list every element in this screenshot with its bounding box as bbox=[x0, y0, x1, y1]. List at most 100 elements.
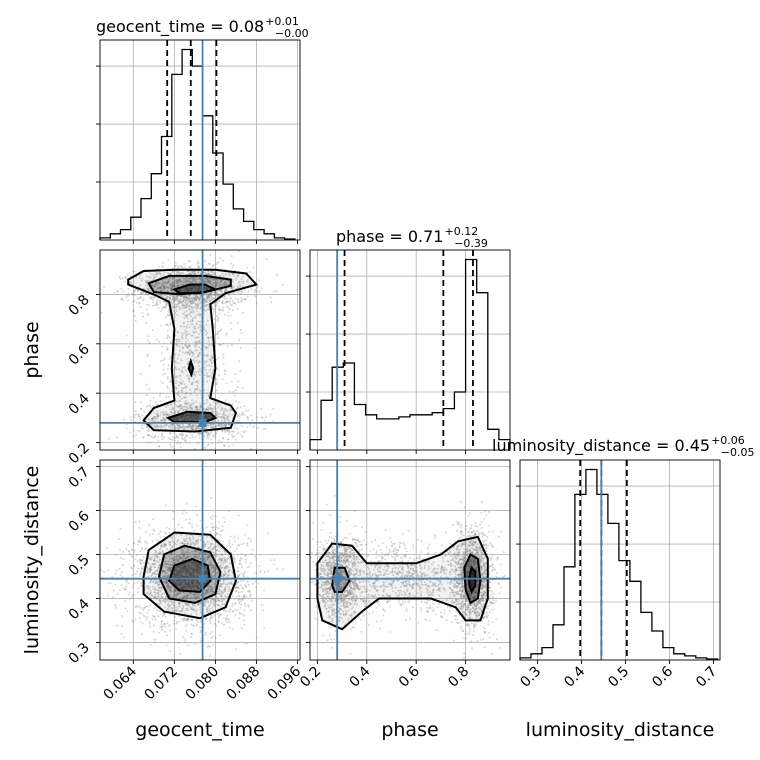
sample-point bbox=[209, 585, 212, 588]
sample-point bbox=[199, 314, 202, 317]
sample-point bbox=[186, 320, 189, 323]
sample-point bbox=[158, 282, 161, 285]
sample-point bbox=[198, 554, 200, 557]
sample-point bbox=[193, 593, 196, 596]
sample-point bbox=[179, 557, 182, 560]
sample-point bbox=[211, 566, 214, 569]
sample-point bbox=[193, 286, 196, 289]
sample-point bbox=[209, 358, 212, 361]
sample-point bbox=[218, 592, 221, 595]
sample-point bbox=[189, 297, 192, 300]
sample-point bbox=[230, 297, 233, 300]
sample-point bbox=[188, 582, 190, 585]
sample-point bbox=[196, 285, 199, 288]
sample-point bbox=[188, 294, 191, 297]
sample-point bbox=[175, 555, 178, 557]
sample-point bbox=[160, 435, 163, 438]
sample-point bbox=[209, 273, 212, 276]
sample-point bbox=[119, 277, 122, 280]
sample-point bbox=[174, 306, 177, 309]
sample-point bbox=[140, 426, 143, 429]
sample-point bbox=[178, 592, 181, 595]
sample-point bbox=[176, 298, 179, 301]
sample-point bbox=[191, 302, 194, 305]
sample-point bbox=[194, 280, 197, 283]
sample-point bbox=[197, 583, 200, 586]
sample-point bbox=[189, 585, 192, 588]
sample-point bbox=[168, 357, 171, 360]
sample-point bbox=[179, 404, 182, 407]
sample-point bbox=[208, 295, 211, 298]
sample-point bbox=[255, 586, 258, 588]
sample-point bbox=[189, 583, 191, 586]
sample-point bbox=[247, 590, 250, 593]
sample-point bbox=[188, 308, 191, 311]
sample-point bbox=[132, 300, 135, 303]
sample-point bbox=[137, 540, 140, 543]
sample-point bbox=[215, 545, 218, 548]
sample-point bbox=[196, 289, 199, 291]
panel-frame bbox=[99, 39, 301, 241]
sample-point bbox=[187, 323, 190, 326]
sample-point bbox=[208, 358, 211, 361]
sample-point bbox=[180, 534, 183, 537]
sample-point bbox=[157, 303, 160, 306]
sample-point bbox=[186, 289, 189, 292]
sample-point bbox=[137, 429, 140, 432]
sample-point bbox=[174, 285, 177, 288]
sample-point bbox=[195, 564, 198, 567]
sample-point bbox=[151, 304, 154, 307]
sample-point bbox=[182, 438, 185, 440]
sample-point bbox=[119, 573, 122, 576]
sample-point bbox=[155, 304, 158, 307]
sample-point bbox=[205, 436, 208, 439]
sample-point bbox=[212, 598, 215, 601]
sample-point bbox=[203, 559, 205, 562]
sample-point bbox=[205, 333, 207, 336]
sample-point bbox=[208, 584, 211, 586]
sample-point bbox=[231, 403, 234, 406]
sample-point bbox=[196, 295, 199, 298]
sample-point bbox=[156, 425, 159, 428]
sample-point bbox=[237, 576, 239, 578]
sample-point bbox=[171, 589, 174, 592]
sample-point bbox=[174, 297, 177, 300]
sample-point bbox=[175, 591, 178, 594]
sample-point bbox=[209, 563, 211, 566]
sample-point bbox=[172, 302, 175, 305]
sample-point bbox=[197, 592, 200, 595]
sample-point bbox=[179, 283, 182, 286]
sample-point bbox=[181, 380, 184, 383]
sample-point bbox=[199, 404, 202, 407]
sample-point bbox=[183, 396, 186, 399]
sample-point bbox=[177, 301, 180, 304]
sample-point bbox=[197, 326, 200, 329]
sample-point bbox=[195, 340, 198, 343]
sample-point bbox=[198, 277, 201, 280]
sample-point bbox=[168, 587, 171, 590]
sample-point bbox=[146, 591, 149, 594]
sample-point bbox=[194, 272, 197, 275]
sample-point bbox=[250, 282, 253, 285]
contour-line bbox=[187, 357, 195, 378]
sample-point bbox=[219, 275, 221, 278]
sample-point bbox=[219, 279, 222, 282]
sample-point bbox=[187, 295, 190, 298]
sample-point bbox=[181, 618, 184, 621]
sample-point bbox=[192, 542, 195, 545]
sample-point bbox=[153, 557, 156, 560]
sample-point bbox=[138, 526, 141, 529]
sample-point bbox=[166, 582, 168, 585]
sample-point bbox=[127, 550, 130, 552]
sample-point bbox=[188, 278, 191, 281]
sample-point bbox=[209, 590, 212, 593]
sample-point bbox=[222, 356, 225, 359]
sample-point bbox=[157, 556, 159, 559]
sample-point bbox=[140, 401, 142, 404]
sample-point bbox=[118, 538, 121, 541]
sample-point bbox=[191, 297, 194, 300]
sample-point bbox=[208, 262, 210, 265]
sample-point bbox=[206, 346, 209, 349]
sample-point bbox=[146, 280, 149, 283]
sample-point bbox=[199, 272, 202, 275]
